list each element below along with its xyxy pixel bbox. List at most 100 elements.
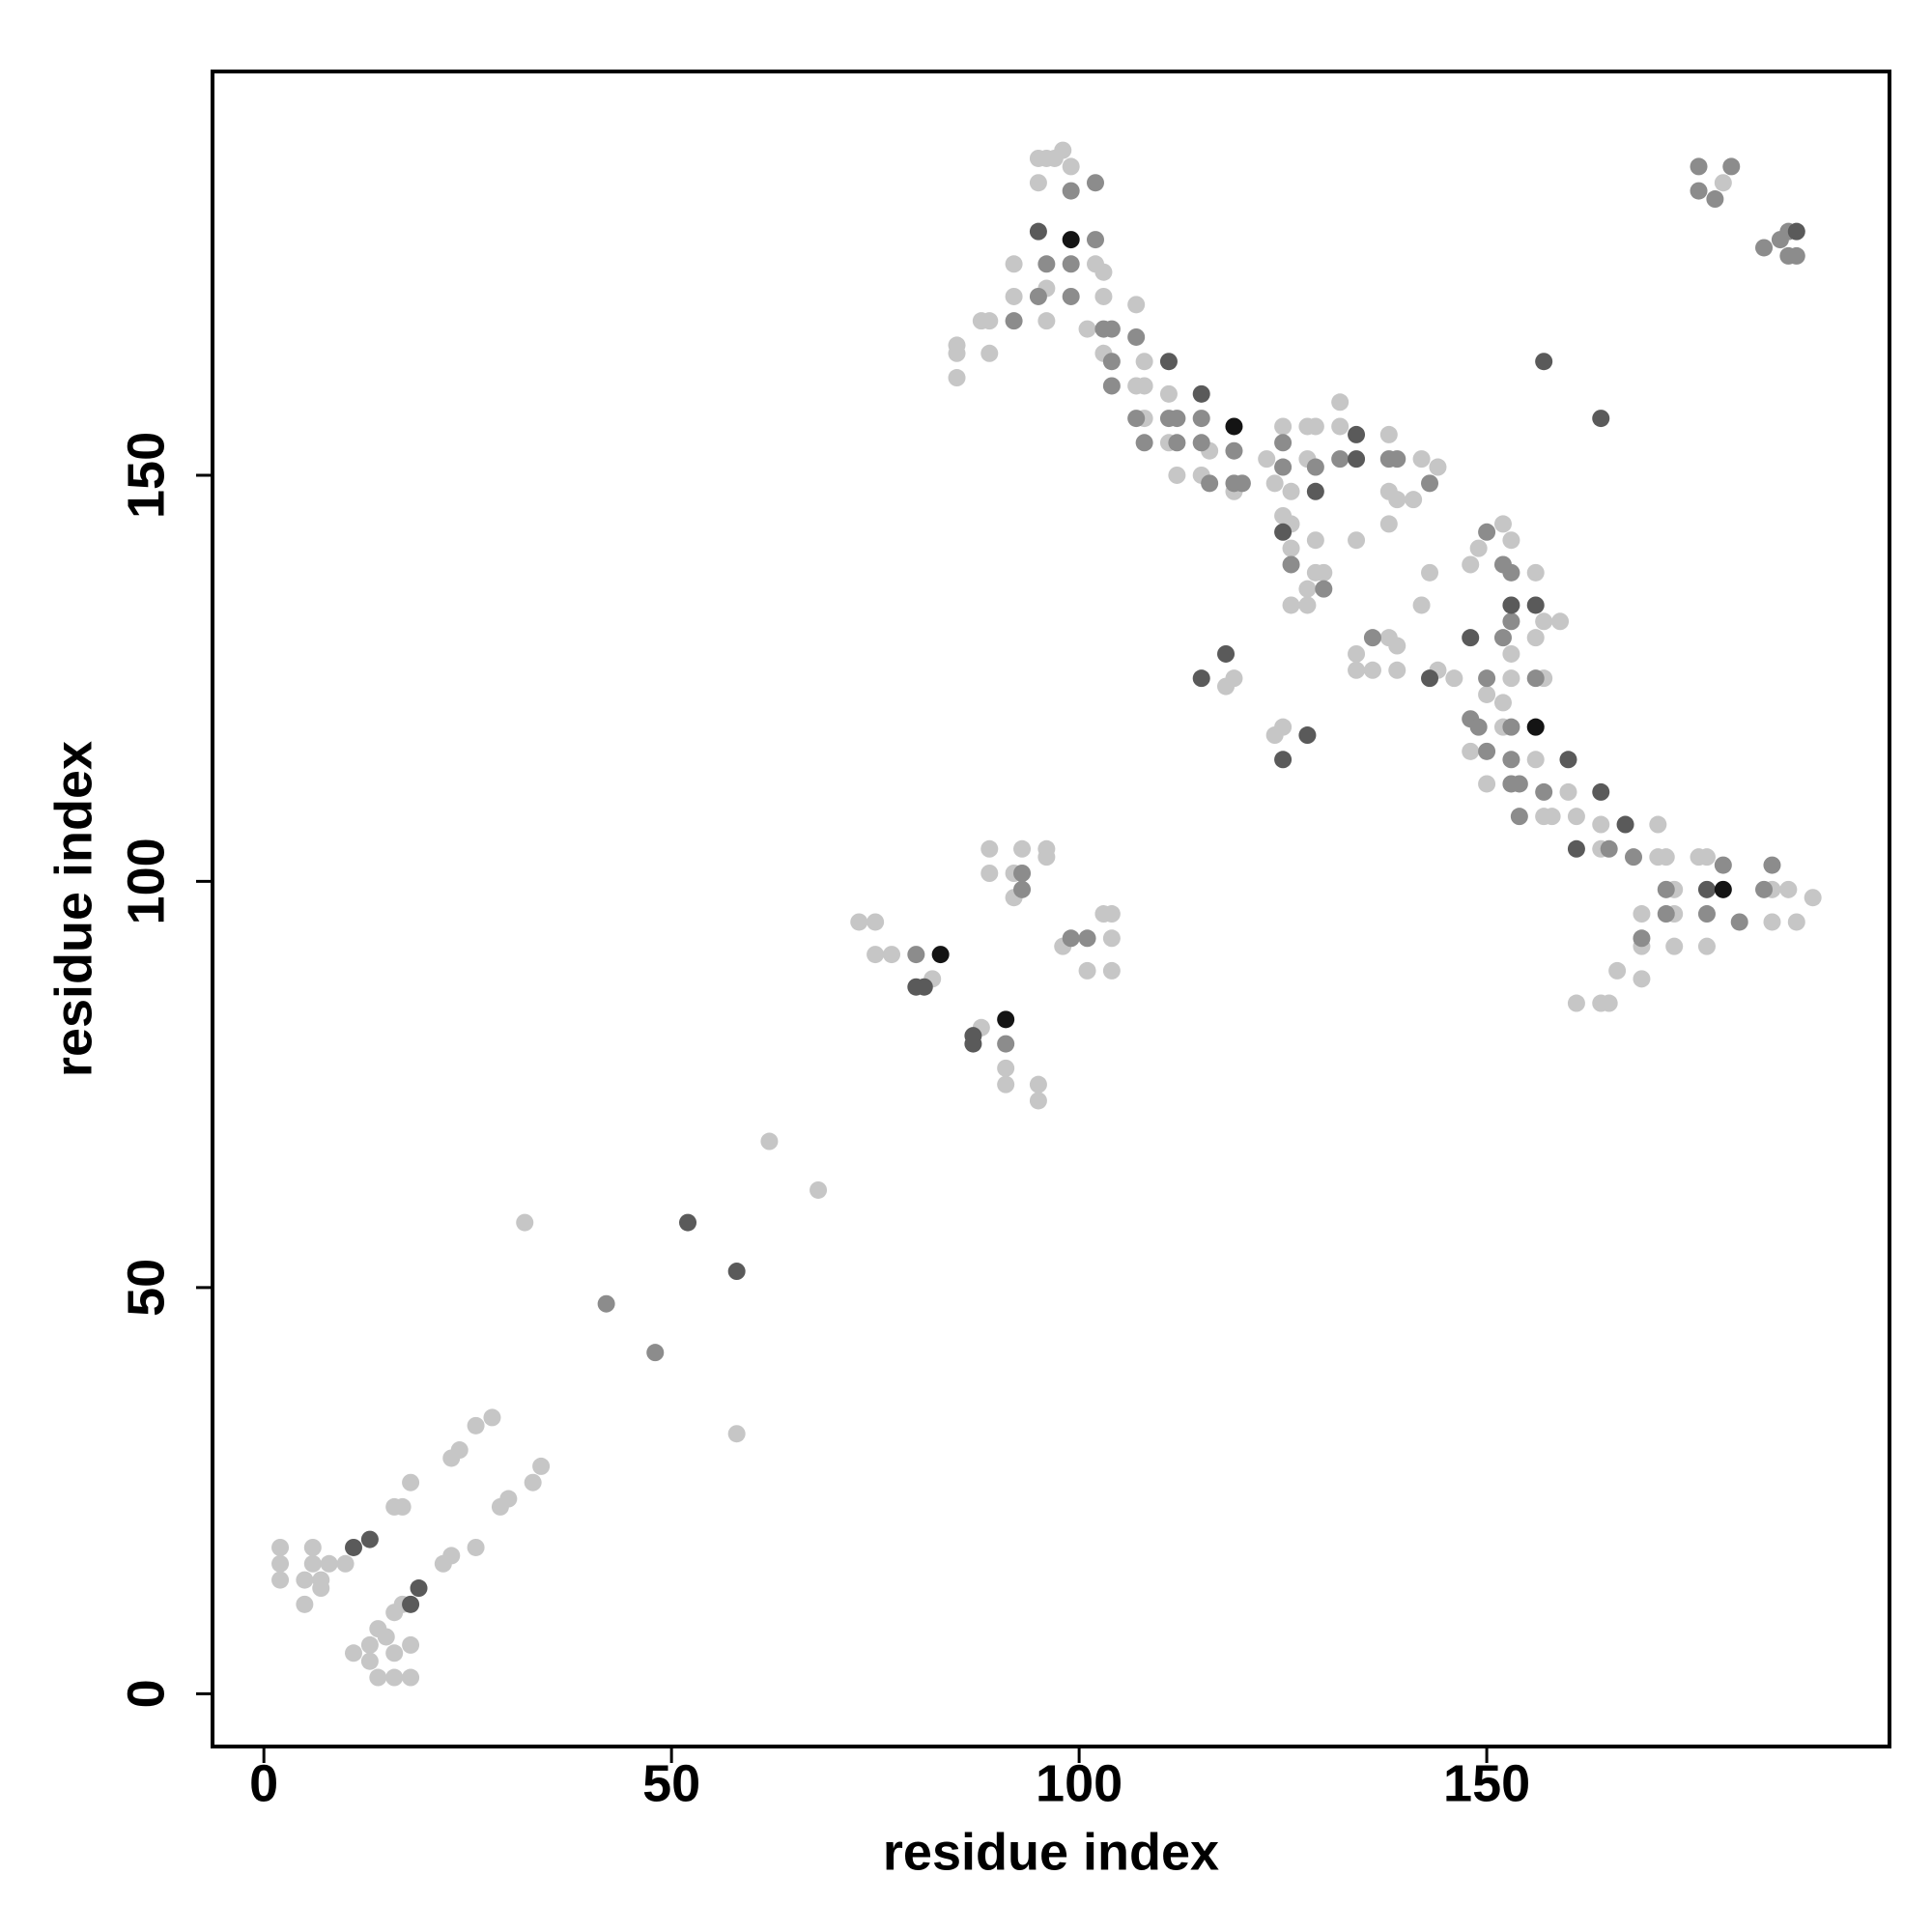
- point: [931, 946, 950, 964]
- point: [1258, 450, 1276, 469]
- point: [1233, 474, 1251, 493]
- point: [499, 1490, 518, 1508]
- point: [303, 1554, 322, 1573]
- point: [1445, 669, 1463, 688]
- point: [1412, 450, 1431, 469]
- point: [948, 344, 966, 362]
- point: [727, 1263, 746, 1281]
- point: [1657, 880, 1675, 898]
- x-axis-title: residue index: [883, 1823, 1219, 1881]
- point: [1804, 889, 1822, 907]
- point: [1697, 937, 1716, 955]
- point: [597, 1294, 615, 1313]
- point: [1493, 694, 1512, 712]
- point: [1274, 417, 1293, 436]
- point: [980, 864, 999, 882]
- point: [1168, 434, 1186, 452]
- point: [980, 312, 999, 330]
- point: [377, 1628, 395, 1646]
- plot-frame: [211, 70, 1891, 1748]
- point: [1078, 929, 1096, 948]
- point: [1690, 182, 1708, 200]
- point: [532, 1457, 551, 1475]
- point: [1029, 1092, 1047, 1110]
- point: [997, 1059, 1015, 1077]
- point: [1348, 531, 1366, 550]
- point: [1787, 913, 1805, 931]
- point: [1600, 994, 1618, 1012]
- point: [1102, 905, 1121, 923]
- point: [1298, 596, 1317, 614]
- point: [1510, 808, 1528, 826]
- point: [296, 1595, 314, 1613]
- point: [1608, 961, 1627, 980]
- y-tick-label: 0: [117, 1679, 175, 1708]
- point: [1274, 751, 1293, 769]
- point: [1633, 929, 1651, 948]
- point: [997, 1035, 1015, 1053]
- point: [393, 1497, 412, 1516]
- point: [1315, 580, 1333, 598]
- point: [1502, 612, 1520, 631]
- point: [1405, 491, 1423, 509]
- point: [1567, 808, 1585, 826]
- point: [1535, 612, 1553, 631]
- point: [303, 1538, 322, 1556]
- point: [1013, 839, 1032, 858]
- point: [1029, 222, 1047, 241]
- point: [1526, 718, 1545, 736]
- point: [997, 1075, 1015, 1094]
- point: [1616, 815, 1634, 834]
- point: [1159, 384, 1178, 403]
- point: [1697, 880, 1716, 898]
- point: [1331, 393, 1350, 412]
- point: [1502, 718, 1520, 736]
- point: [1102, 377, 1121, 395]
- y-axis-title: residue index: [44, 741, 102, 1077]
- point: [1135, 353, 1153, 371]
- point: [1551, 612, 1570, 631]
- point: [1348, 450, 1366, 469]
- point: [1192, 434, 1210, 452]
- point: [1388, 491, 1406, 509]
- point: [850, 913, 868, 931]
- point: [1502, 596, 1520, 614]
- point: [1657, 905, 1675, 923]
- point: [1315, 563, 1333, 582]
- point: [1502, 644, 1520, 663]
- point: [336, 1554, 355, 1573]
- point: [867, 946, 885, 964]
- point: [1037, 848, 1056, 867]
- point: [1567, 839, 1585, 858]
- point: [1379, 515, 1398, 533]
- point: [296, 1571, 314, 1589]
- point: [1348, 644, 1366, 663]
- point: [516, 1213, 534, 1232]
- point: [1062, 287, 1080, 305]
- point: [1274, 434, 1293, 452]
- point: [1697, 848, 1716, 867]
- x-tick-label: 0: [249, 1754, 278, 1812]
- point: [385, 1668, 404, 1687]
- point: [1348, 425, 1366, 443]
- point: [360, 1530, 379, 1548]
- point: [1478, 669, 1496, 688]
- point: [1062, 157, 1080, 176]
- point: [1298, 580, 1317, 598]
- point: [1306, 417, 1324, 436]
- point: [1755, 239, 1774, 257]
- point: [1094, 263, 1113, 281]
- point: [1600, 839, 1618, 858]
- point: [1763, 856, 1781, 874]
- point: [402, 1668, 420, 1687]
- point: [1127, 410, 1146, 428]
- point: [948, 369, 966, 387]
- point: [1282, 555, 1300, 574]
- point: [442, 1547, 461, 1565]
- point: [1502, 563, 1520, 582]
- point: [1201, 474, 1219, 493]
- point: [1421, 669, 1439, 688]
- point: [1462, 555, 1480, 574]
- point: [1135, 377, 1153, 395]
- point: [760, 1132, 779, 1151]
